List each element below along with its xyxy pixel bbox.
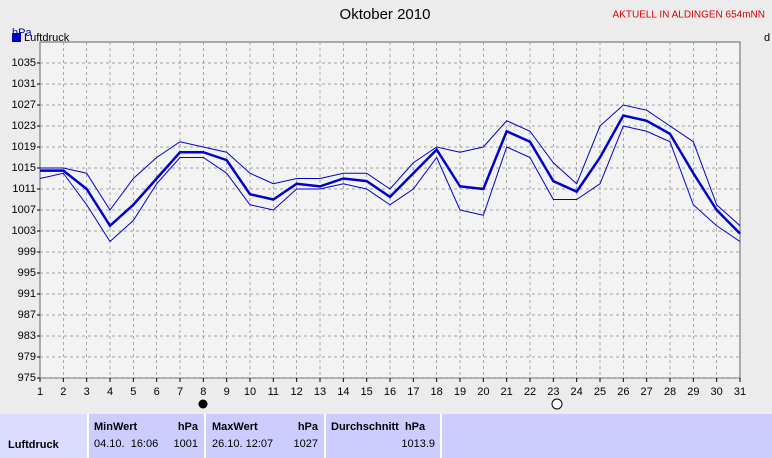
x-tick-label: 28: [664, 386, 676, 398]
y-tick-label: 1007: [12, 204, 36, 216]
x-tick-label: 8: [200, 386, 206, 398]
x-tick-label: 11: [268, 386, 279, 398]
x-tick-label: 30: [711, 386, 723, 398]
cut-label: d: [764, 32, 770, 44]
x-tick-label: 7: [177, 386, 183, 398]
y-tick-label: 999: [18, 246, 36, 258]
y-tick-label: 983: [18, 330, 36, 342]
x-tick-label: 17: [407, 386, 419, 398]
y-tick-label: 1031: [12, 78, 36, 90]
y-tick-label: 1019: [12, 141, 36, 153]
x-tick-label: 29: [687, 386, 699, 398]
y-tick-label: 1027: [12, 99, 36, 111]
x-tick-label: 20: [477, 386, 489, 398]
col-title: MaxWert: [212, 421, 258, 433]
x-tick-label: 13: [314, 386, 326, 398]
x-tick-label: 27: [641, 386, 653, 398]
label-cell: [0, 414, 88, 458]
stats-table: Luftdruck MinWert hPa 04.10. 16:06 1001 …: [0, 414, 772, 458]
full-moon-icon: [551, 398, 563, 410]
x-tick-label: 15: [361, 386, 373, 398]
y-tick-label: 1023: [12, 120, 36, 132]
x-tick-label: 16: [384, 386, 396, 398]
range-line: [40, 104, 741, 227]
x-tick-label: 23: [547, 386, 559, 398]
cell-value: 1013.9: [401, 438, 435, 450]
x-tick-label: 10: [244, 386, 256, 398]
chart-title: Oktober 2010: [340, 6, 431, 23]
x-tick-label: 9: [224, 386, 230, 398]
x-tick-label: 21: [501, 386, 513, 398]
col-title: Durchschnitt hPa: [331, 421, 426, 433]
x-tick-label: 4: [107, 386, 113, 398]
x-tick-label: 24: [571, 386, 583, 398]
cell-value: 1027: [294, 438, 318, 450]
x-tick-label: 2: [60, 386, 66, 398]
y-tick-label: 987: [18, 309, 36, 321]
x-tick-label: 18: [431, 386, 443, 398]
y-tick-label: 975: [18, 372, 36, 384]
y-tick-label: 1035: [12, 57, 36, 69]
cell-value: 1001: [174, 438, 198, 450]
y-tick-label: 1011: [12, 183, 36, 195]
x-tick-label: 3: [84, 386, 90, 398]
col-unit: hPa: [178, 421, 199, 433]
x-tick-label: 14: [337, 386, 349, 398]
x-tick-label: 25: [594, 386, 606, 398]
x-tick-label: 22: [524, 386, 536, 398]
x-tick-label: 26: [617, 386, 629, 398]
x-tick-label: 12: [291, 386, 303, 398]
mean-line: [40, 114, 741, 235]
y-tick-label: 995: [18, 267, 36, 279]
legend-swatch: [12, 33, 21, 42]
row-label: Luftdruck: [8, 439, 60, 451]
location-note: AKTUELL IN ALDINGEN 654mNN: [613, 10, 765, 21]
x-tick-label: 5: [130, 386, 136, 398]
cell-time: 04.10. 16:06: [94, 438, 158, 450]
new-moon-icon: [198, 399, 208, 409]
range-line: [39, 125, 741, 243]
x-tick-label: 19: [454, 386, 466, 398]
legend-label: Luftdruck: [24, 32, 70, 44]
y-tick-label: 979: [18, 351, 36, 363]
col-unit: hPa: [298, 421, 319, 433]
y-tick-label: 1003: [12, 225, 36, 237]
cell-time: 26.10. 12:07: [212, 438, 273, 450]
x-tick-label: 6: [154, 386, 160, 398]
col-title: MinWert: [94, 421, 138, 433]
x-tick-label: 31: [734, 386, 746, 398]
y-tick-label: 1015: [12, 162, 36, 174]
x-tick-label: 1: [37, 386, 43, 398]
table-bg: [0, 414, 772, 458]
y-tick-label: 991: [18, 288, 36, 300]
